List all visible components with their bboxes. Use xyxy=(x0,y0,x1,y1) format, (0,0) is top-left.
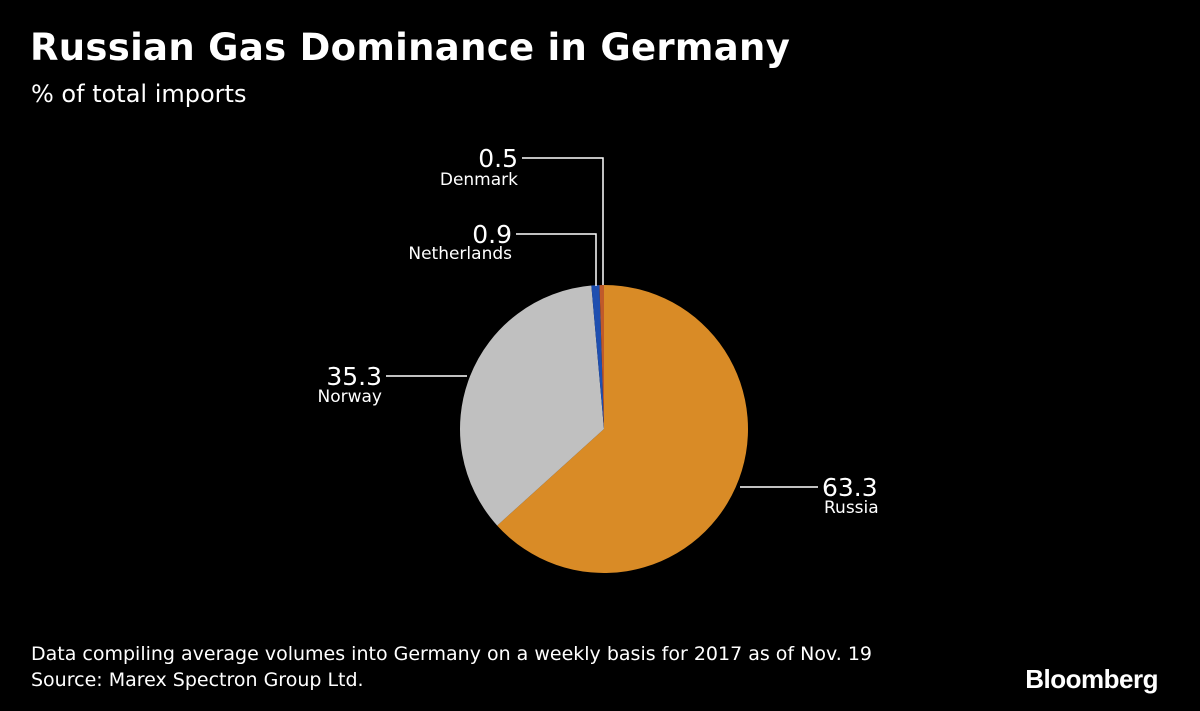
category-label-russia: Russia xyxy=(824,498,879,518)
pie-slice-netherlands xyxy=(591,285,604,429)
chart-title: Russian Gas Dominance in Germany xyxy=(30,26,791,69)
category-label-netherlands: Netherlands xyxy=(408,244,512,264)
pie-slice-denmark xyxy=(599,285,604,429)
pie-slice-russia xyxy=(497,285,748,573)
footnote-source: Source: Marex Spectron Group Ltd. xyxy=(31,669,364,691)
footnote: Data compiling average volumes into Germ… xyxy=(31,641,872,693)
chart-subtitle: % of total imports xyxy=(31,80,247,108)
category-label-denmark: Denmark xyxy=(440,170,518,190)
leader-line-denmark xyxy=(522,157,604,285)
data-label-russia: 63.3 xyxy=(822,473,878,502)
pie-slice-norway xyxy=(460,285,604,526)
bloomberg-logo: Bloomberg xyxy=(1025,664,1158,694)
leader-line-netherlands xyxy=(516,233,597,286)
category-label-norway: Norway xyxy=(318,387,383,407)
data-label-netherlands: 0.9 xyxy=(472,220,512,249)
footnote-note: Data compiling average volumes into Germ… xyxy=(31,643,873,665)
data-label-denmark: 0.5 xyxy=(478,144,518,173)
data-label-norway: 35.3 xyxy=(326,362,382,391)
